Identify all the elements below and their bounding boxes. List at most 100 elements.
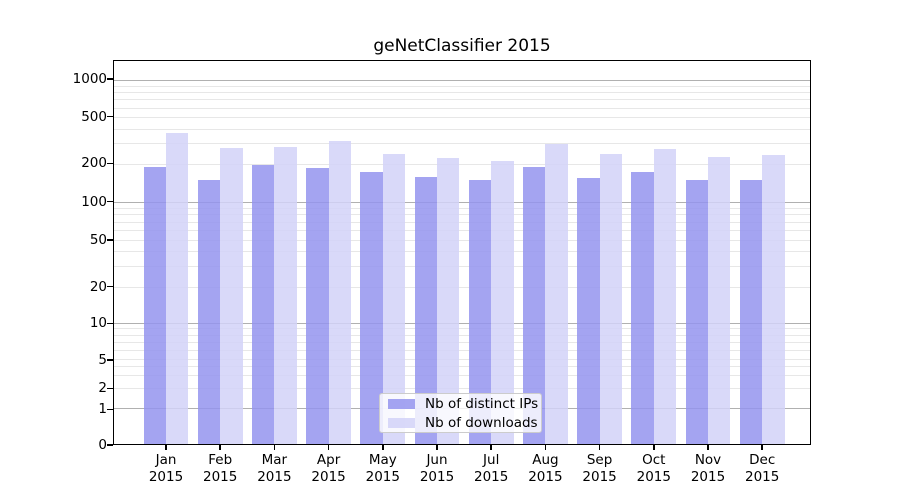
legend-label-distinct-ips: Nb of distinct IPs (425, 395, 539, 412)
bar-distinct-ips-may (360, 171, 383, 444)
y-tick-mark (107, 359, 113, 361)
legend-item-downloads: Nb of downloads (380, 413, 541, 432)
month-label: Mar (261, 452, 288, 468)
month-label: Aug (532, 452, 559, 468)
y-tick-label: 0 (98, 437, 107, 453)
y-tick-mark (107, 285, 113, 288)
month-label: Jan (155, 452, 177, 468)
y-tick-mark (107, 322, 113, 325)
gridline-minor (114, 349, 810, 351)
gridline-minor (114, 128, 810, 130)
bar-distinct-ips-jun (414, 176, 437, 444)
x-tick-mark (761, 445, 763, 450)
gridline-minor (114, 221, 810, 223)
bar-downloads-aug (545, 144, 568, 444)
gridline-minor (114, 359, 810, 361)
y-tick-mark (107, 162, 113, 165)
x-tick-mark (707, 445, 709, 450)
y-tick-mark (107, 78, 113, 80)
x-tick-label-jan: Jan 2015 (131, 452, 201, 485)
x-tick-label-may: May 2015 (348, 452, 418, 485)
year-label: 2015 (636, 468, 671, 485)
legend-item-distinct-ips: Nb of distinct IPs (380, 394, 541, 413)
y-tick-label: 200 (81, 155, 107, 172)
year-label: 2015 (690, 468, 726, 485)
year-label: 2015 (311, 468, 346, 485)
bar-downloads-jun (437, 157, 460, 444)
bar-downloads-oct (653, 148, 677, 444)
bar-distinct-ips-mar (252, 165, 275, 444)
gridline-minor (114, 107, 810, 109)
year-label: 2015 (148, 468, 184, 485)
year-label: 2015 (203, 468, 238, 485)
month-label: Dec (749, 452, 776, 468)
year-label: 2015 (528, 468, 563, 485)
gridline-minor (114, 251, 810, 253)
gridlines-layer (114, 61, 810, 444)
month-label: Apr (316, 452, 341, 468)
bar-downloads-dec (762, 154, 785, 444)
legend-swatch-downloads (388, 417, 415, 428)
x-tick-mark (490, 445, 492, 450)
x-tick-mark (219, 445, 221, 450)
month-label: May (368, 452, 397, 468)
month-label: Oct (642, 452, 666, 468)
plot-area (113, 60, 811, 445)
bar-downloads-jul (491, 160, 514, 444)
x-tick-label-nov: Nov 2015 (673, 452, 743, 485)
y-tick-mark (107, 239, 113, 241)
bar-distinct-ips-oct (631, 172, 654, 444)
y-tick-label: 20 (89, 278, 107, 295)
gridline-minor (114, 265, 810, 267)
gridline-minor (114, 117, 810, 119)
bar-downloads-sep (599, 153, 622, 444)
gridline-minor (114, 387, 810, 389)
bar-distinct-ips-sep (577, 178, 600, 444)
bar-distinct-ips-apr (306, 168, 329, 444)
y-tick-mark (107, 408, 113, 411)
y-tick-mark (107, 200, 113, 203)
gridline-minor (114, 163, 810, 165)
y-tick-mark (107, 387, 113, 390)
gridline-minor (114, 91, 810, 93)
bar-distinct-ips-nov (685, 180, 708, 444)
bar-downloads-mar (274, 146, 297, 444)
x-tick-label-jun: Jun 2015 (402, 452, 472, 485)
bars-layer (114, 61, 810, 444)
y-tick-label: 5 (98, 351, 107, 368)
bar-distinct-ips-dec (739, 179, 763, 444)
x-tick-label-aug: Aug 2015 (510, 452, 580, 485)
x-tick-mark (544, 445, 547, 450)
x-tick-label-feb: Feb 2015 (185, 452, 255, 485)
y-tick-label: 10 (89, 315, 107, 332)
gridline-minor (114, 375, 810, 377)
x-tick-mark (653, 445, 655, 450)
gridline-minor (114, 207, 810, 209)
x-tick-label-mar: Mar 2015 (239, 452, 309, 485)
month-label: Nov (694, 452, 722, 468)
gridline-minor (114, 240, 810, 242)
bar-downloads-may (382, 153, 406, 444)
gridline-minor (114, 230, 810, 232)
year-label: 2015 (365, 468, 400, 485)
bar-distinct-ips-feb (197, 179, 221, 444)
x-tick-mark (436, 445, 438, 450)
x-tick-label-apr: Apr 2015 (294, 452, 364, 485)
x-tick-label-dec: Dec 2015 (727, 452, 797, 485)
x-tick-mark (327, 445, 330, 450)
bar-downloads-jan (166, 132, 189, 444)
legend: Nb of distinct IPs Nb of downloads (379, 393, 542, 433)
gridline-minor (114, 341, 810, 343)
bar-distinct-ips-aug (523, 167, 546, 444)
gridline-minor (114, 328, 810, 330)
month-label: Jul (483, 452, 500, 468)
x-tick-label-oct: Oct 2015 (619, 452, 689, 485)
gridline-minor (114, 99, 810, 101)
legend-swatch-distinct-ips (388, 398, 415, 409)
gridline-major (114, 322, 810, 324)
y-tick-mark (107, 444, 113, 446)
bar-distinct-ips-jul (468, 179, 492, 444)
gridline-minor (114, 286, 810, 288)
gridline-major (114, 79, 810, 81)
bar-distinct-ips-jan (143, 166, 166, 444)
